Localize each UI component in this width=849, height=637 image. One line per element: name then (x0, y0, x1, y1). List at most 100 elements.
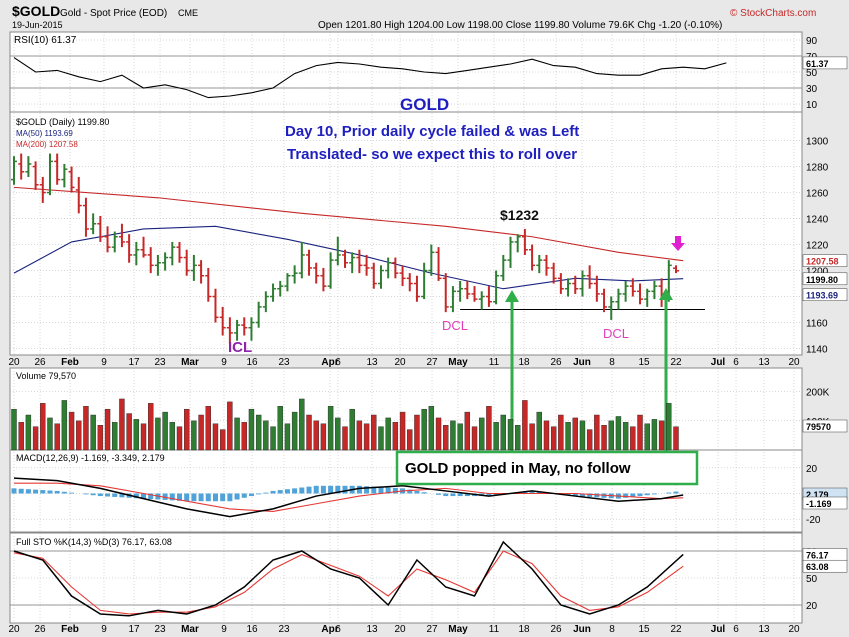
volume-bar (579, 420, 586, 451)
y-tick-label: 30 (806, 84, 818, 95)
x-tick-label: Feb (61, 357, 79, 368)
volume-bar (363, 423, 370, 451)
quote-line: Open 1201.80 High 1204.00 Low 1198.00 Cl… (318, 20, 722, 31)
ohlc-bar (637, 283, 644, 305)
ohlc-bar (457, 280, 464, 302)
sell-arrow-shaft (675, 236, 681, 243)
macd-histogram-bar (392, 487, 398, 494)
rsi-layer: 907050301061.37 (10, 36, 848, 111)
macd-histogram-bar (457, 493, 463, 497)
y-tick-label: 1140 (806, 345, 828, 356)
x-tick-label: 20 (394, 624, 406, 635)
x-tick-label: 16 (246, 357, 258, 368)
price-layer: 1300128012601240122012001180116011401207… (11, 137, 848, 452)
ohlc-bar (565, 278, 572, 297)
macd-signal-line (14, 482, 684, 513)
macd-histogram-bar (630, 493, 636, 497)
volume-bar (112, 422, 118, 451)
macd-histogram-bar (328, 485, 334, 494)
volume-bar (335, 417, 341, 451)
y-tick-label: -20 (806, 515, 821, 526)
sto-d-line (13, 550, 684, 615)
x-tick-label: 26 (550, 357, 562, 368)
sto-k-badge: 76.17 (806, 550, 829, 560)
volume-bar (83, 406, 89, 451)
x-tick-label: 8 (609, 624, 615, 635)
macd-histogram-bar (443, 493, 449, 497)
ohlc-bar (255, 301, 262, 328)
peak-label: $1232 (500, 207, 539, 223)
x-tick-label: Mar (181, 624, 199, 635)
volume-bar (658, 420, 665, 451)
volume-bar (126, 413, 132, 451)
macd-histogram-bar (212, 493, 218, 502)
x-tick-label: 20 (788, 624, 800, 635)
volume-bar (155, 417, 161, 451)
volume-bar (133, 419, 140, 451)
volume-bar (234, 417, 240, 451)
rsi-legend: RSI(10) 61.37 (14, 35, 77, 46)
macd-histogram-bar (284, 489, 290, 494)
volume-bar (371, 414, 377, 451)
volume-bar (514, 425, 521, 451)
ohlc-bar (212, 288, 219, 323)
x-tick-label: Mar (181, 357, 199, 368)
ohlc-bar (651, 280, 658, 300)
volume-bar (421, 408, 427, 451)
ohlc-bar (104, 226, 111, 253)
sto-d-badge: 63.08 (806, 562, 829, 572)
volume-bar (219, 429, 226, 451)
chart-date: 19-Jun-2015 (12, 20, 63, 30)
ohlc-bar (413, 275, 420, 302)
y-tick-label: 1260 (806, 189, 829, 200)
ohlc-bar (342, 249, 348, 268)
y-tick-label: 1300 (806, 137, 829, 148)
x-tick-label: 23 (278, 624, 290, 635)
macd-histogram-bar (306, 486, 312, 494)
x-tick-label: 15 (638, 357, 650, 368)
ohlc-bar (500, 254, 507, 281)
ohlc-bar (493, 270, 500, 305)
ohlc-bar (356, 249, 363, 274)
volume-bar (522, 400, 528, 451)
macd-histogram-bar (119, 493, 125, 498)
volume-bar (349, 408, 355, 451)
volume-bar (284, 423, 291, 451)
ma50-value-badge-bg (802, 288, 848, 301)
volume-bar (543, 420, 550, 451)
ohlc-bar (406, 273, 413, 292)
volume-bar (385, 417, 391, 451)
volume-bar (572, 417, 578, 451)
volume-bar (414, 414, 420, 451)
ohlc-bar (478, 291, 485, 310)
ohlc-bar (147, 247, 154, 274)
volume-bar (263, 420, 269, 451)
volume-bar (313, 420, 319, 451)
ohlc-bar (219, 306, 226, 336)
volume-bar (40, 403, 46, 451)
volume-bar (601, 425, 607, 451)
volume-bar (673, 426, 679, 451)
volume-bar (277, 406, 283, 451)
macd-histogram-bar (191, 493, 197, 502)
macd-histogram-bar (184, 493, 190, 502)
volume-bar (205, 406, 211, 451)
macd-histogram-bar (220, 493, 226, 502)
ohlc-bar (320, 267, 327, 292)
volume-bar (97, 425, 104, 451)
macd-histogram-bar (177, 493, 182, 501)
ohlc-bar (644, 288, 651, 307)
rsi-value-badge: 61.37 (806, 59, 829, 69)
x-tick-label: 6 (335, 357, 341, 368)
volume-bar (176, 426, 183, 451)
volume-bar (457, 423, 463, 451)
x-tick-label: 13 (758, 357, 770, 368)
volume-bar (666, 403, 672, 451)
macd-histogram-bar (112, 493, 118, 497)
callout-arrow-head (659, 288, 673, 300)
x-tick-label: 16 (246, 624, 258, 635)
ma50-legend: MA(50) 1193.69 (16, 129, 73, 138)
ohlc-bar (615, 288, 622, 310)
volume-bar (183, 408, 190, 451)
stochastic-legend: Full STO %K(14,3) %D(3) 76.17, 63.08 (16, 537, 172, 547)
